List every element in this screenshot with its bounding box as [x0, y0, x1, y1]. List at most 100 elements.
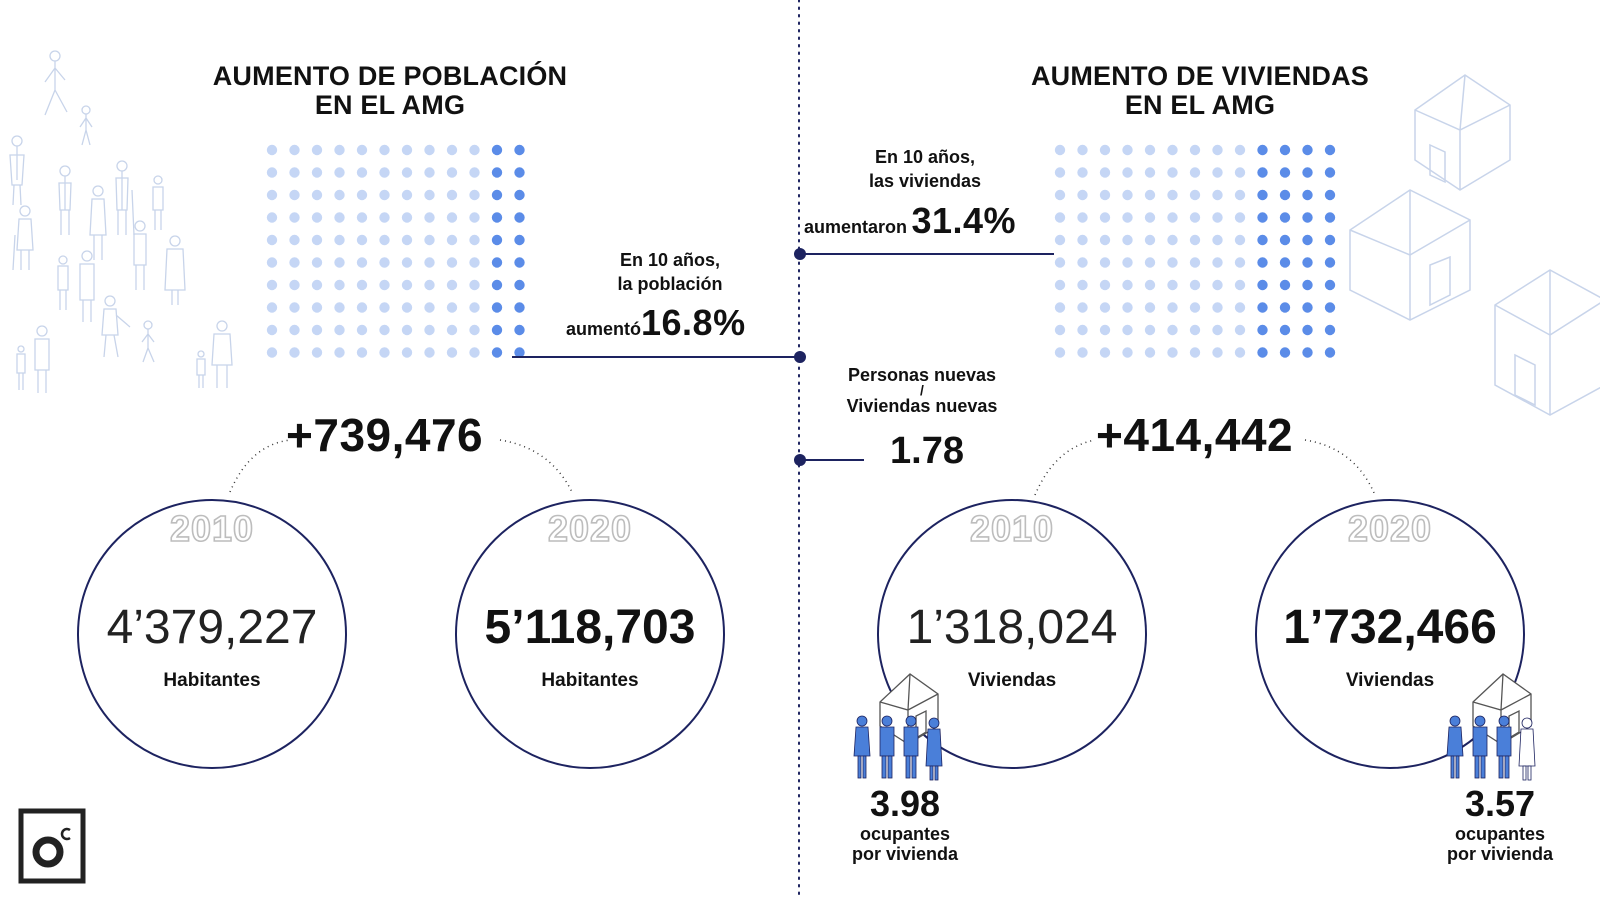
housing-2010-value: 1’318,024: [906, 601, 1118, 654]
housing-connector-node: [794, 248, 806, 260]
housing-grid-dot: [1144, 324, 1156, 336]
ratio-label-line2: Viviendas nuevas: [846, 396, 998, 416]
housing-2010-unit: Viviendas: [967, 670, 1057, 691]
left-title-line2: EN EL AMG: [314, 90, 466, 120]
population-grid-dot: [424, 212, 435, 223]
population-grid-dot: [356, 189, 368, 201]
population-grid-dot: [311, 279, 323, 291]
occupants-2020-label: ocupantes por vivienda: [1425, 824, 1575, 864]
housing-grid-dot: [1302, 189, 1313, 201]
population-grid-dot: [424, 167, 435, 178]
housing-grid-dot: [1144, 347, 1156, 358]
housing-grid-dot: [1189, 279, 1201, 291]
housing-grid-dot: [1054, 144, 1066, 156]
housing-grid-dot: [1302, 167, 1313, 178]
housing-grid-dot: [1054, 212, 1066, 223]
population-grid-dot: [469, 324, 480, 336]
housing-grid-dot: [1257, 144, 1268, 156]
housing-grid-dot: [1099, 347, 1111, 358]
population-grid-dot: [356, 212, 368, 223]
population-grid-dot: [379, 189, 390, 201]
population-grid-dot: [289, 279, 300, 291]
population-grid-dot: [491, 167, 503, 178]
population-grid-dot: [266, 212, 278, 223]
population-connector-node: [794, 351, 806, 363]
housing-grid-dot: [1054, 302, 1066, 313]
population-grid-dot: [424, 302, 435, 313]
housing-grid-dot: [1302, 324, 1313, 336]
population-grid-dot: [289, 257, 300, 268]
population-2020-circle: [455, 499, 725, 769]
housing-grid-dot: [1257, 212, 1268, 223]
housing-grid-dot: [1279, 167, 1291, 178]
housing-grid-dot: [1279, 302, 1291, 313]
housing-2020-unit: Viviendas: [1345, 670, 1435, 691]
housing-grid-dot: [1077, 144, 1088, 156]
population-grid-dot: [469, 347, 480, 358]
left-title-line1: AUMENTO DE POBLACIÓN: [212, 61, 568, 91]
population-grid-dot: [334, 234, 345, 246]
housing-grid-dot: [1302, 302, 1313, 313]
population-grid-dot: [424, 257, 435, 268]
population-grid-dot: [289, 324, 300, 336]
family-house-2020-icon: [1446, 673, 1536, 781]
housing-grid-dot: [1324, 302, 1336, 313]
housing-grid-dot: [1189, 347, 1201, 358]
population-2020-year: 2020: [547, 507, 633, 550]
population-grid-dot: [379, 347, 390, 358]
housing-change-verb: aumentaron: [804, 217, 908, 237]
ratio-caption: Personas nuevas / Viviendas nuevas: [822, 366, 1022, 415]
housing-grid-dot: [1302, 234, 1313, 246]
housing-grid-dot: [1054, 257, 1066, 268]
population-grid-dot: [424, 347, 435, 358]
population-grid-dot: [424, 234, 435, 246]
population-grid-dot: [424, 279, 435, 291]
housing-change-line2: las viviendas: [868, 171, 982, 191]
housing-grid-dot: [1212, 167, 1223, 178]
housing-change-row: aumentaron 31.4%: [804, 200, 1054, 242]
housing-grid-dot: [1099, 257, 1111, 268]
population-grid-dot: [311, 347, 323, 358]
housing-grid-dot: [1279, 279, 1291, 291]
housing-change-caption: En 10 años, las viviendas: [830, 145, 1020, 193]
population-grid-dot: [491, 279, 503, 291]
population-grid-dot: [356, 279, 368, 291]
housing-grid-dot: [1122, 324, 1133, 336]
population-grid-dot: [469, 212, 480, 223]
occupants-2020-value: 3.57: [1464, 783, 1536, 824]
population-grid-dot: [379, 257, 390, 268]
housing-grid-dot: [1099, 302, 1111, 313]
population-grid-dot: [469, 257, 480, 268]
housing-grid-dot: [1234, 257, 1246, 268]
housing-grid-dot: [1167, 279, 1178, 291]
population-grid-dot: [266, 302, 278, 313]
housing-grid-dot: [1189, 144, 1201, 156]
population-grid-dot: [401, 324, 413, 336]
left-title: AUMENTO DE POBLACIÓN EN EL AMG: [170, 62, 610, 120]
housing-grid-dot: [1234, 144, 1246, 156]
population-grid-dot: [514, 279, 525, 291]
housing-grid-dot: [1077, 257, 1088, 268]
population-grid-dot: [491, 302, 503, 313]
population-grid-dot: [401, 189, 413, 201]
housing-grid-dot: [1212, 302, 1223, 313]
housing-grid-dot: [1077, 279, 1088, 291]
occupants-2010-value: 3.98: [869, 783, 941, 824]
people-sketch-illustration: [9, 50, 233, 393]
housing-grid-dot: [1167, 302, 1178, 313]
housing-grid-dot: [1099, 279, 1111, 291]
housing-grid-dot: [1302, 347, 1313, 358]
population-grid-dot: [334, 257, 345, 268]
housing-grid-dot: [1234, 189, 1246, 201]
population-grid-dot: [514, 167, 525, 178]
housing-grid-dot: [1257, 279, 1268, 291]
housing-grid-dot: [1122, 347, 1133, 358]
ratio-connector-node: [794, 454, 806, 466]
housing-grid-dot: [1099, 212, 1111, 223]
housing-grid-dot: [1144, 189, 1156, 201]
housing-grid-dot: [1189, 302, 1201, 313]
housing-grid-dot: [1279, 257, 1291, 268]
housing-grid-dot: [1144, 302, 1156, 313]
population-grid-dot: [446, 167, 458, 178]
housing-grid-dot: [1122, 234, 1133, 246]
